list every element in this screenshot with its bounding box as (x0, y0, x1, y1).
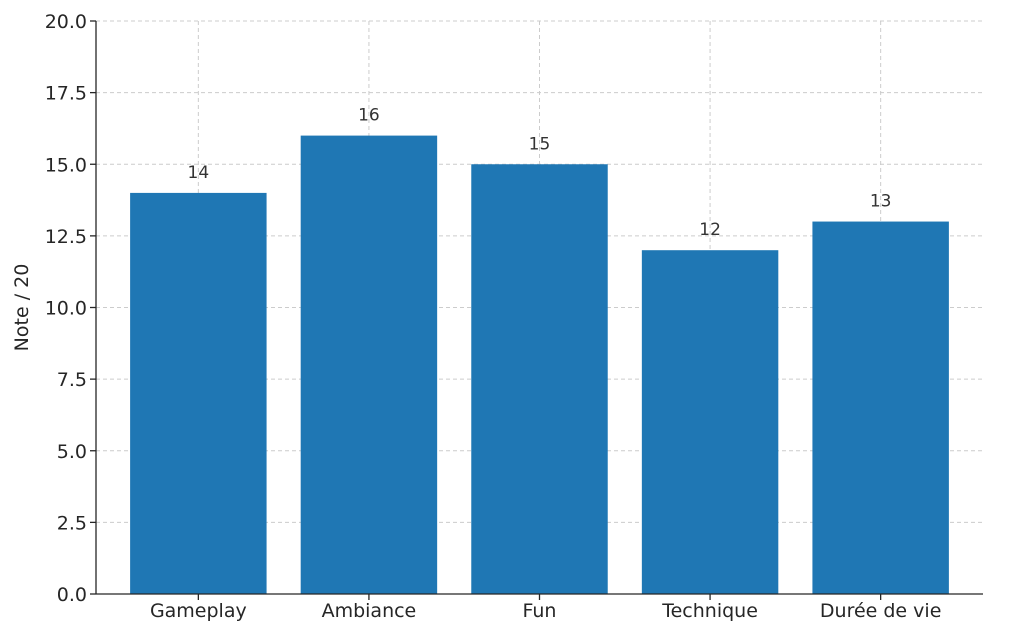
bar-dur-e-de-vie (812, 221, 949, 595)
bar-value-label: 15 (529, 134, 551, 154)
y-tick-label: 0.0 (57, 584, 87, 606)
y-tick-label: 15.0 (45, 154, 87, 176)
y-tick-label: 10.0 (45, 298, 87, 320)
y-tick-label: 12.5 (45, 226, 87, 248)
axes (90, 20, 983, 600)
x-tick-label: Gameplay (150, 600, 247, 622)
y-tick-label: 2.5 (57, 512, 87, 534)
bar-ambiance (300, 135, 438, 594)
y-tick-label: 17.5 (45, 83, 87, 105)
y-axis-title: Note / 20 (11, 264, 33, 352)
y-tick-label: 5.0 (57, 441, 87, 463)
x-tick-label: Fun (523, 600, 557, 622)
bar-technique (641, 250, 779, 594)
x-tick-label: Technique (661, 600, 758, 622)
bar-fun (471, 164, 608, 594)
bar-gameplay (130, 192, 267, 594)
x-tick-label: Ambiance (322, 600, 417, 622)
bar-value-label: 16 (358, 106, 380, 126)
x-tick-label: Durée de vie (820, 600, 942, 622)
bars (130, 135, 949, 595)
labels: 0.0 2.5 5.0 7.5 10.0 12.5 15.0 17.5 20.0 14 Gamepl… (45, 11, 942, 622)
y-tick-label: 20.0 (45, 11, 87, 33)
bar-value-label: 14 (188, 163, 210, 183)
y-tick-label: 7.5 (57, 369, 87, 391)
bar-value-label: 12 (699, 220, 721, 240)
bar-value-label: 13 (870, 192, 892, 212)
